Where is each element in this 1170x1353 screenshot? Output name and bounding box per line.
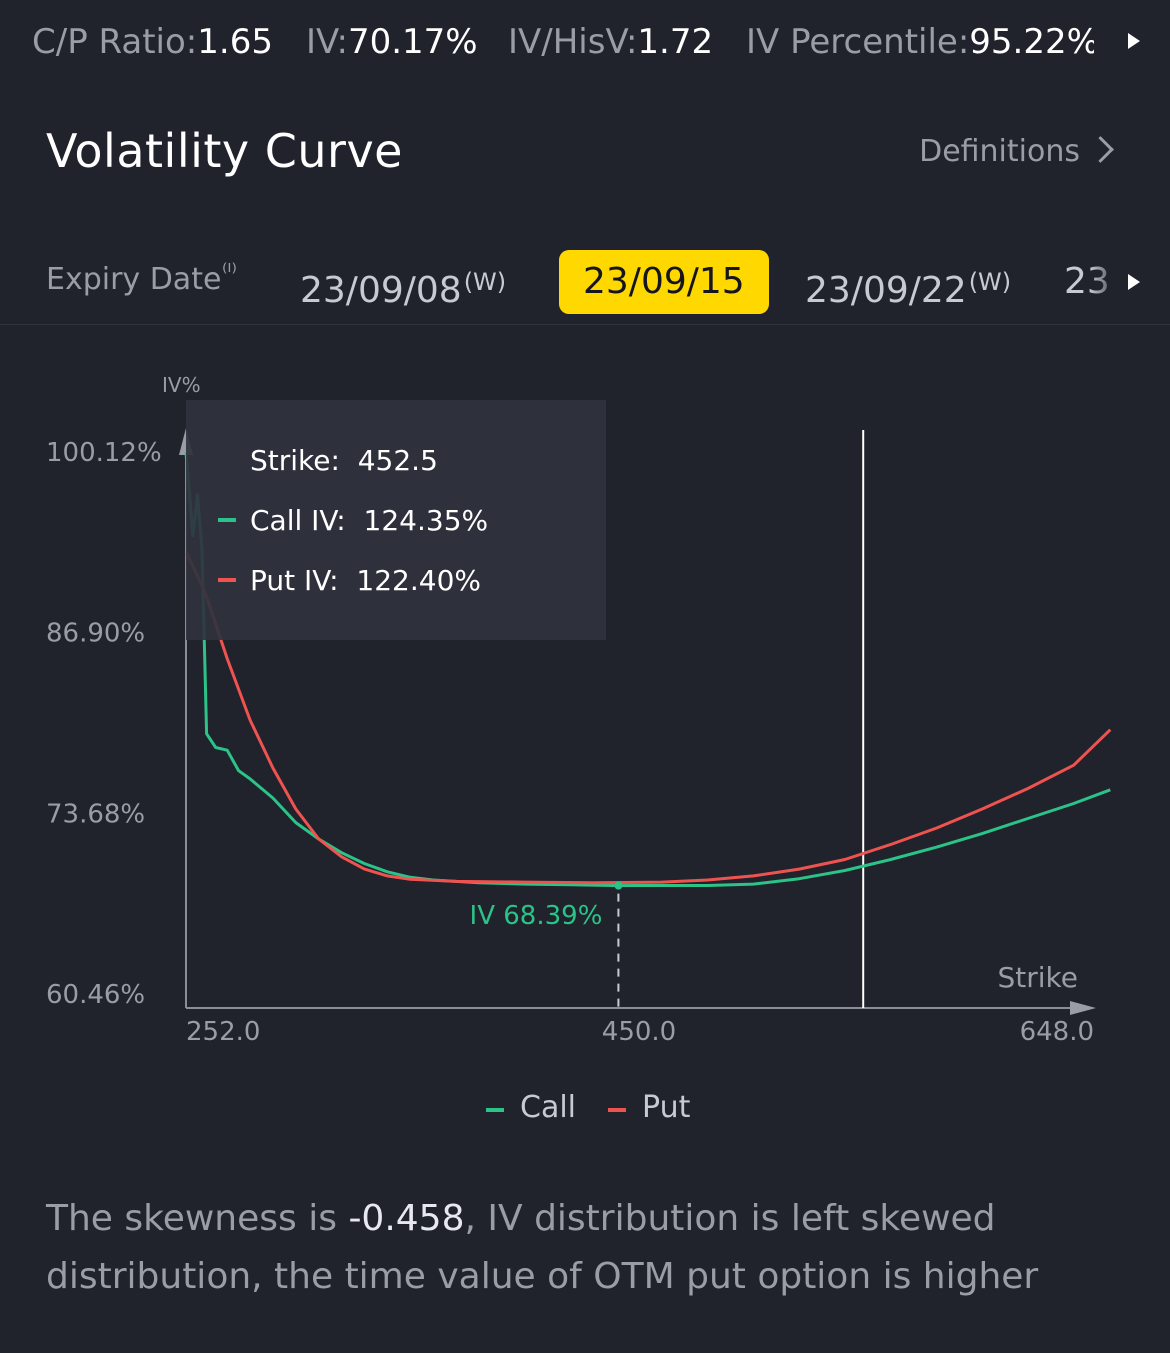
- iv-hisv-label: IV/HisV:: [508, 22, 638, 62]
- iv-stat: IV:70.17%: [306, 20, 478, 64]
- cp-ratio-value: 1.65: [197, 22, 273, 62]
- cp-ratio-stat: C/P Ratio:1.65: [32, 20, 273, 64]
- put-iv-line: [184, 551, 1112, 885]
- call-legend-dash-icon: [218, 518, 236, 522]
- expiry-tab-label: 23/09/15: [583, 261, 745, 302]
- stats-scroll-right-icon[interactable]: [1128, 33, 1140, 49]
- iv-hisv-stat: IV/HisV:1.72: [508, 20, 713, 64]
- weekly-tag: (W): [463, 268, 507, 296]
- x-axis-arrow-icon: [1070, 1001, 1096, 1015]
- volatility-curve-chart[interactable]: IV% Strike 100.12% 86.90% 73.68% 60.46% 252…: [0, 330, 1170, 1050]
- expiry-scroll-right-icon[interactable]: [1128, 274, 1140, 290]
- description-prefix: The skewness is: [46, 1198, 349, 1239]
- min-iv-label: IV 68.39%: [470, 901, 603, 931]
- y-tick-label: 86.90%: [46, 619, 145, 649]
- legend-call-label: Call: [520, 1090, 577, 1125]
- iv-value: 70.17%: [347, 22, 478, 62]
- iv-percentile-label: IV Percentile:: [746, 22, 970, 62]
- x-tick-label: 450.0: [602, 1017, 676, 1047]
- iv-label: IV:: [306, 22, 348, 62]
- expiry-tab-0[interactable]: 23/09/08(W): [300, 250, 506, 314]
- weekly-tag: (W): [968, 268, 1012, 296]
- definitions-link[interactable]: Definitions: [919, 134, 1080, 169]
- description-suffix: , IV distribution is left skewed distrib…: [46, 1198, 1039, 1297]
- tooltip-put-value: 122.40%: [356, 564, 481, 597]
- expiry-tab-label: 23/09/08: [300, 270, 462, 311]
- expiry-tab-label: 23/09/22: [805, 270, 967, 311]
- expiry-date-selector: Expiry Date ⁽ᴵ⁾ 23/09/08(W) 23/09/15 23/…: [0, 236, 1170, 325]
- y-tick-label: 100.12%: [46, 438, 162, 468]
- tooltip-strike-value: 452.5: [357, 444, 438, 477]
- y-tick-label: 73.68%: [46, 799, 145, 829]
- tooltip-put-label: Put IV:: [250, 564, 339, 597]
- expiry-tab-2[interactable]: 23/09/22(W): [805, 250, 1011, 314]
- call-dash-icon: [486, 1108, 504, 1112]
- y-tick-label: 60.46%: [46, 980, 145, 1010]
- tooltip-call-value: 124.35%: [363, 504, 489, 537]
- put-legend-dash-icon: [218, 578, 236, 582]
- legend-put-label: Put: [642, 1090, 691, 1125]
- expiry-tab-active[interactable]: 23/09/15: [559, 250, 769, 314]
- stats-bar: C/P Ratio:1.65 IV:70.17% IV/HisV:1.72 IV…: [0, 0, 1170, 86]
- skewness-value: -0.458: [348, 1198, 465, 1239]
- cp-ratio-label: C/P Ratio:: [32, 22, 198, 62]
- tooltip-strike: Strike: 452.5: [250, 444, 438, 477]
- x-tick-label: 648.0: [1020, 1017, 1094, 1047]
- expiry-date-label: Expiry Date: [46, 262, 222, 297]
- chevron-right-icon[interactable]: [1087, 136, 1114, 163]
- tooltip-put-iv: Put IV: 122.40%: [250, 564, 481, 597]
- iv-percentile-value: 95.22%: [969, 22, 1094, 62]
- put-dash-icon: [608, 1108, 626, 1112]
- tooltip-call-label: Call IV:: [250, 504, 346, 537]
- tooltip-strike-label: Strike:: [250, 444, 340, 477]
- iv-percentile-stat: IV Percentile:95.22%: [746, 20, 1094, 64]
- tooltip-call-iv: Call IV: 124.35%: [250, 504, 488, 537]
- x-axis-title: Strike: [998, 961, 1079, 994]
- x-tick-label: 252.0: [186, 1017, 260, 1047]
- chart-tooltip: Strike: 452.5 Call IV: 124.35% Put IV: 1…: [186, 400, 606, 640]
- min-iv-dot: [614, 881, 623, 890]
- skewness-description: The skewness is -0.458, IV distribution …: [46, 1190, 1136, 1306]
- y-axis-title: IV%: [162, 373, 201, 397]
- page-title: Volatility Curve: [46, 124, 403, 178]
- info-icon[interactable]: ⁽ᴵ⁾: [222, 260, 237, 285]
- iv-hisv-value: 1.72: [637, 22, 714, 62]
